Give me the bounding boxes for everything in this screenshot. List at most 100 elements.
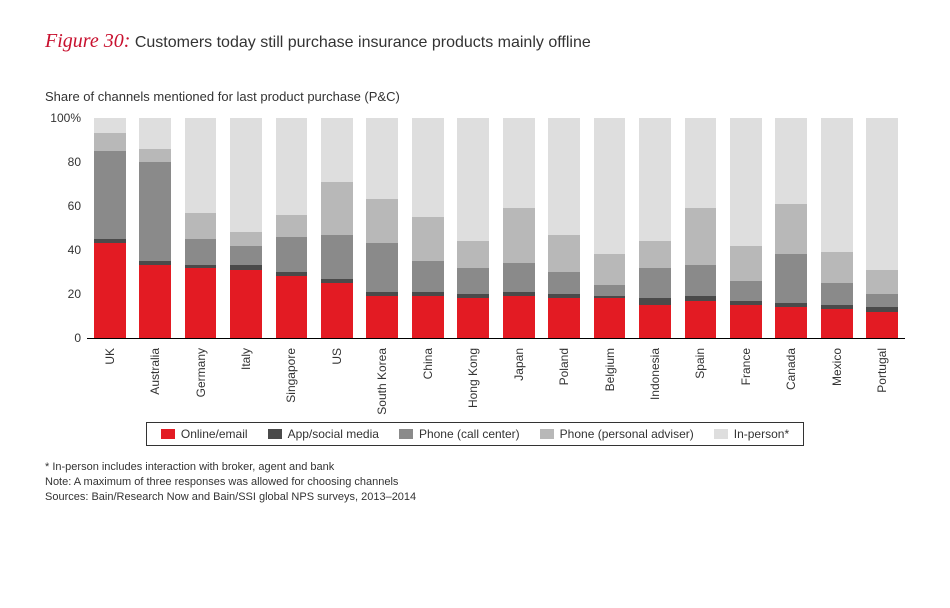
x-axis-label: Mexico — [830, 348, 844, 386]
bar-column — [814, 118, 859, 338]
bar-segment-in_person — [639, 118, 671, 241]
legend-item: In-person* — [714, 427, 789, 441]
figure-title: Customers today still purchase insurance… — [135, 34, 591, 51]
bar-segment-phone_callctr — [775, 254, 807, 302]
bar-column — [360, 118, 405, 338]
bar-column — [632, 118, 677, 338]
bar-segment-phone_callctr — [276, 237, 308, 272]
bar-segment-online_email — [775, 307, 807, 338]
bar-segment-online_email — [185, 268, 217, 338]
bar-segment-online_email — [366, 296, 398, 338]
bar-segment-online_email — [594, 298, 626, 338]
bar-segment-in_person — [594, 118, 626, 254]
legend-label: Phone (call center) — [419, 427, 520, 441]
bar-stack — [594, 118, 626, 338]
x-axis-label: Australia — [148, 348, 162, 395]
x-axis-label: France — [739, 348, 753, 385]
bar-segment-in_person — [866, 118, 898, 270]
bar-column — [269, 118, 314, 338]
bar-segment-phone_callctr — [366, 243, 398, 291]
bar-stack — [685, 118, 717, 338]
footnotes: * In-person includes interaction with br… — [45, 460, 905, 505]
legend-label: Phone (personal adviser) — [560, 427, 694, 441]
x-axis-label: Japan — [512, 348, 526, 381]
x-label-column: Canada — [769, 344, 814, 422]
bar-stack — [775, 118, 807, 338]
bar-segment-in_person — [457, 118, 489, 241]
bar-stack — [548, 118, 580, 338]
x-axis-label: Indonesia — [648, 348, 662, 400]
bar-segment-online_email — [503, 296, 535, 338]
bar-segment-phone_adviser — [185, 213, 217, 239]
x-axis-label: China — [421, 348, 435, 379]
x-axis-label: US — [330, 348, 344, 365]
y-tick-label: 60 — [68, 199, 81, 213]
x-label-column: China — [405, 344, 450, 422]
x-axis-label: Canada — [784, 348, 798, 390]
x-label-column: South Korea — [360, 344, 405, 422]
legend-swatch — [161, 429, 175, 439]
bar-segment-app_social — [639, 298, 671, 305]
bar-segment-phone_callctr — [230, 246, 262, 266]
bar-column — [132, 118, 177, 338]
bar-segment-online_email — [321, 283, 353, 338]
bar-column — [451, 118, 496, 338]
x-label-column: UK — [87, 344, 132, 422]
x-axis-label: Italy — [239, 348, 253, 370]
bar-segment-phone_adviser — [457, 241, 489, 267]
chart: 020406080100% UKAustraliaGermanyItalySin… — [45, 112, 905, 422]
bar-stack — [276, 118, 308, 338]
bar-segment-phone_adviser — [366, 199, 398, 243]
bar-segment-phone_callctr — [185, 239, 217, 265]
figure-page: { "figure": { "label": "Figure 30:", "ti… — [0, 0, 950, 608]
bar-column — [405, 118, 450, 338]
bar-segment-online_email — [94, 243, 126, 338]
figure-label: Figure 30: — [45, 30, 130, 52]
bar-column — [87, 118, 132, 338]
legend-swatch — [399, 429, 413, 439]
bar-stack — [457, 118, 489, 338]
x-label-column: Singapore — [269, 344, 314, 422]
bar-column — [178, 118, 223, 338]
bar-segment-phone_adviser — [503, 208, 535, 263]
bar-segment-phone_callctr — [139, 162, 171, 261]
bar-segment-online_email — [685, 301, 717, 338]
legend-label: In-person* — [734, 427, 789, 441]
bar-segment-in_person — [94, 118, 126, 133]
bar-segment-in_person — [230, 118, 262, 232]
x-axis-label: Spain — [693, 348, 707, 379]
x-axis-label: South Korea — [375, 348, 389, 415]
legend-label: Online/email — [181, 427, 248, 441]
bar-segment-phone_adviser — [412, 217, 444, 261]
x-axis-label: Belgium — [603, 348, 617, 391]
legend-swatch — [268, 429, 282, 439]
chart-subtitle: Share of channels mentioned for last pro… — [45, 89, 905, 104]
bar-stack — [866, 118, 898, 338]
bar-segment-phone_callctr — [548, 272, 580, 294]
legend-item: Phone (personal adviser) — [540, 427, 694, 441]
x-axis-label: Singapore — [284, 348, 298, 403]
bar-column — [678, 118, 723, 338]
bar-column — [314, 118, 359, 338]
x-label-column: Germany — [178, 344, 223, 422]
bar-segment-in_person — [185, 118, 217, 213]
bar-column — [723, 118, 768, 338]
bar-stack — [639, 118, 671, 338]
x-label-column: Australia — [132, 344, 177, 422]
x-axis-label: UK — [103, 348, 117, 365]
bar-segment-in_person — [685, 118, 717, 208]
bar-column — [223, 118, 268, 338]
x-label-column: US — [314, 344, 359, 422]
bar-segment-online_email — [821, 309, 853, 338]
x-label-column: France — [723, 344, 768, 422]
bars-container — [87, 118, 905, 338]
bar-segment-phone_callctr — [503, 263, 535, 292]
bar-stack — [321, 118, 353, 338]
bar-stack — [94, 118, 126, 338]
legend-item: Phone (call center) — [399, 427, 520, 441]
bar-segment-phone_adviser — [548, 235, 580, 272]
x-axis-label: Poland — [557, 348, 571, 385]
bar-segment-in_person — [321, 118, 353, 182]
x-label-column: Hong Kong — [451, 344, 496, 422]
bar-segment-phone_adviser — [775, 204, 807, 255]
